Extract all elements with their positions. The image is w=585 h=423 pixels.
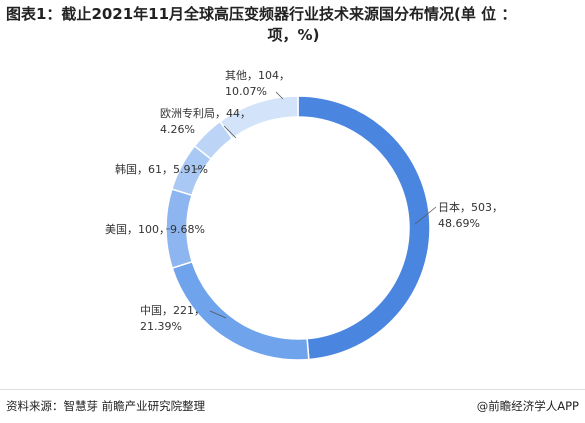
source-note: 资料来源：智慧芽 前瞻产业研究院整理 [6,399,206,413]
data-label-korea: 韩国，61，5.91% [115,162,208,176]
donut-chart: 日本，503， 48.69% 中国，221， 21.39% 美国，100，9.68% 韩国… [105,69,503,361]
data-label-epo: 欧洲专利局，44， 4.26% [160,106,251,136]
data-label-other: 其他，104， 10.07% [225,69,290,98]
donut-slice-japan [297,95,431,361]
data-label-usa: 美国，100，9.68% [105,223,205,236]
footer: 资料来源：智慧芽 前瞻产业研究院整理 @前瞻经济学人APP [0,389,585,423]
leader-line-epo [223,125,237,139]
data-label-china: 中国，221， 21.39% [140,304,205,333]
chart-title-line2: 项，%) [267,26,320,44]
leader-line-japan [414,206,437,225]
chart-title-line1: 图表1：截止2021年11月全球高压变频器行业技术来源国分布情况(单 位 ： [6,5,517,23]
donut-slice-other [218,95,299,140]
chart-title: 图表1：截止2021年11月全球高压变频器行业技术来源国分布情况(单 位 ： 项… [6,4,581,46]
data-label-japan: 日本，503， 48.69% [438,200,503,230]
leader-line-china [209,310,227,319]
brand-mark: @前瞻经济学人APP [476,399,579,413]
leader-line-other [275,91,284,100]
